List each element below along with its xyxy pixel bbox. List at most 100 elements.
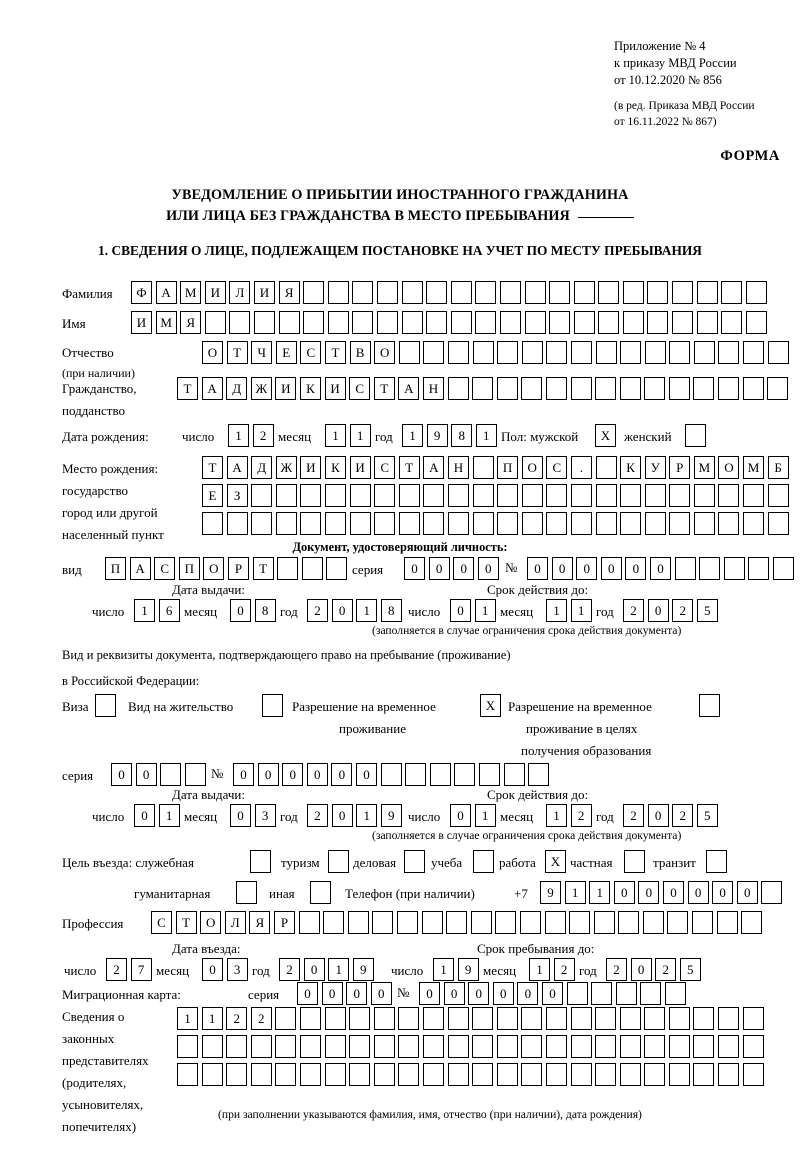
char-cell[interactable]: 0 [453,557,475,580]
char-cell[interactable] [570,512,592,535]
char-cell[interactable] [495,911,517,934]
char-cell[interactable]: 0 [233,763,254,786]
char-cell[interactable] [401,311,423,334]
char-cell[interactable] [423,512,445,535]
char-cell[interactable]: 0 [306,763,328,786]
char-cell[interactable] [716,911,738,934]
char-cell[interactable]: И [349,456,371,479]
char-cell[interactable]: 0 [600,557,622,580]
char-cell[interactable] [472,484,494,507]
char-cell[interactable]: 2 [307,599,328,622]
char-cell[interactable] [447,341,469,364]
char-cell[interactable]: Т [175,911,197,934]
char-cell[interactable] [401,281,423,304]
char-cell[interactable] [177,1035,198,1058]
char-cell[interactable]: М [180,281,202,304]
char-cell[interactable] [664,982,686,1005]
char-cell[interactable] [472,512,494,535]
char-cell[interactable] [405,763,427,786]
char-cell[interactable] [472,377,494,400]
char-cell[interactable] [549,311,571,334]
char-cell[interactable]: Р [273,911,295,934]
char-cell[interactable]: М [693,456,715,479]
char-cell[interactable] [398,512,420,535]
purpose-transit-checkbox[interactable] [706,850,727,873]
char-cell[interactable] [447,1007,469,1030]
char-cell[interactable] [374,512,396,535]
char-cell[interactable]: 0 [662,881,684,904]
char-cell[interactable]: К [299,377,321,400]
char-cell[interactable] [478,763,500,786]
char-cell[interactable] [496,377,518,400]
char-cell[interactable] [618,911,640,934]
char-cell[interactable]: 0 [134,804,155,827]
purpose-tourism-checkbox[interactable] [328,850,349,873]
char-cell[interactable]: П [105,557,126,580]
char-cell[interactable]: 2 [570,804,592,827]
char-cell[interactable]: Т [398,456,420,479]
char-cell[interactable]: 0 [649,557,671,580]
char-cell[interactable] [743,341,765,364]
char-cell[interactable] [499,281,521,304]
char-cell[interactable]: 0 [687,881,709,904]
char-cell[interactable] [201,1063,223,1086]
char-cell[interactable] [497,484,519,507]
char-cell[interactable]: 0 [450,599,471,622]
char-cell[interactable]: 2 [226,1007,248,1030]
char-cell[interactable]: 0 [303,958,325,981]
char-cell[interactable] [640,982,662,1005]
char-cell[interactable]: 5 [679,958,701,981]
char-cell[interactable]: 2 [672,804,694,827]
char-cell[interactable] [398,1063,420,1086]
char-cell[interactable] [620,341,642,364]
char-cell[interactable] [718,512,740,535]
char-cell[interactable]: 9 [380,804,402,827]
char-cell[interactable] [324,484,346,507]
char-cell[interactable]: 9 [457,958,479,981]
char-cell[interactable] [447,1035,469,1058]
temp-residence-checkbox[interactable]: X [480,694,501,717]
char-cell[interactable] [573,281,595,304]
char-cell[interactable] [669,341,691,364]
char-cell[interactable]: 0 [647,804,669,827]
char-cell[interactable]: Ф [131,281,152,304]
char-cell[interactable] [275,484,297,507]
char-cell[interactable] [622,311,644,334]
char-cell[interactable]: 8 [254,599,276,622]
char-cell[interactable] [426,311,448,334]
birthplace-row-3-input[interactable] [202,512,792,535]
char-cell[interactable]: Б [767,456,789,479]
char-cell[interactable] [545,377,567,400]
char-cell[interactable]: 1 [475,424,497,447]
char-cell[interactable]: Д [226,377,248,400]
char-cell[interactable] [349,1063,371,1086]
char-cell[interactable] [767,484,789,507]
char-cell[interactable]: Ж [275,456,297,479]
char-cell[interactable] [644,1063,666,1086]
char-cell[interactable]: 1 [570,599,592,622]
char-cell[interactable] [184,763,206,786]
char-cell[interactable] [429,763,451,786]
char-cell[interactable]: А [226,456,248,479]
char-cell[interactable]: 9 [540,881,561,904]
char-cell[interactable]: 1 [433,958,454,981]
char-cell[interactable]: 0 [613,881,635,904]
char-cell[interactable]: С [349,377,371,400]
char-cell[interactable]: О [203,557,225,580]
char-cell[interactable] [619,1063,641,1086]
char-cell[interactable]: 0 [331,599,353,622]
char-cell[interactable] [593,911,615,934]
char-cell[interactable] [742,1007,764,1030]
char-cell[interactable]: 6 [158,599,180,622]
char-cell[interactable]: 1 [201,1007,223,1030]
char-cell[interactable] [718,341,740,364]
sex-female-checkbox[interactable] [685,424,706,447]
